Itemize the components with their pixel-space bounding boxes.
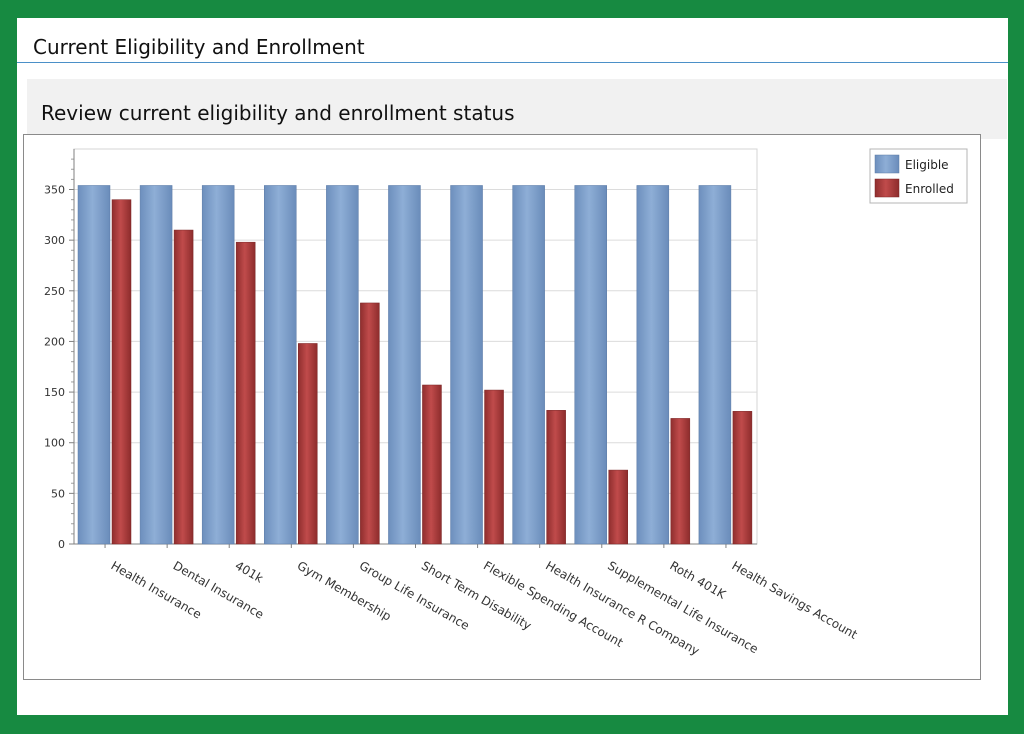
bar-enrolled xyxy=(608,469,628,545)
bar-layer xyxy=(77,185,753,545)
bar-enrolled xyxy=(546,410,566,545)
bar-enrolled xyxy=(360,302,380,545)
bar-eligible xyxy=(77,185,111,545)
x-category-label: Health Savings Account xyxy=(729,558,860,641)
bar-eligible xyxy=(698,185,732,545)
y-tick-label: 350 xyxy=(44,184,65,197)
bar-eligible xyxy=(139,185,173,545)
chart-container: 0 50 100 150 200 250 300 350 Health Insurance Den… xyxy=(23,134,981,680)
bar-eligible xyxy=(574,185,607,545)
bar-eligible xyxy=(450,185,483,545)
x-category-label: Group Life Insurance xyxy=(357,558,472,632)
bar-eligible xyxy=(264,185,297,545)
legend-label: Enrolled xyxy=(905,182,954,196)
bar-eligible xyxy=(512,185,545,545)
bar-enrolled xyxy=(298,343,318,545)
bar-eligible xyxy=(326,185,359,545)
y-tick-label: 0 xyxy=(58,538,65,551)
section-title: Review current eligibility and enrollmen… xyxy=(41,101,515,125)
bar-enrolled xyxy=(670,418,691,545)
legend-label: Eligible xyxy=(905,158,949,172)
bar-enrolled xyxy=(173,229,194,545)
y-tick-label: 300 xyxy=(44,234,65,247)
bar-enrolled xyxy=(111,199,132,545)
section-header: Review current eligibility and enrollmen… xyxy=(27,79,1007,139)
bar-enrolled xyxy=(235,241,256,545)
bar-eligible xyxy=(201,185,235,545)
panel-header: Current Eligibility and Enrollment xyxy=(17,18,1008,63)
page-title: Current Eligibility and Enrollment xyxy=(33,35,365,59)
y-tick-label: 150 xyxy=(44,386,65,399)
y-tick-label: 100 xyxy=(44,437,65,450)
y-tick-label: 250 xyxy=(44,285,65,298)
legend: Eligible Enrolled xyxy=(869,148,968,204)
x-category-label: Short Term Disability xyxy=(419,558,534,632)
y-tick-label: 50 xyxy=(51,487,65,500)
bar-eligible xyxy=(636,185,670,545)
bar-enrolled xyxy=(422,384,442,545)
bar-enrolled xyxy=(732,411,753,545)
legend-swatch xyxy=(874,154,900,174)
y-tick-label: 200 xyxy=(44,335,65,348)
x-category-label: 401k xyxy=(233,558,266,585)
legend-swatch xyxy=(874,178,900,198)
bar-eligible xyxy=(388,185,421,545)
bar-enrolled xyxy=(484,389,504,545)
